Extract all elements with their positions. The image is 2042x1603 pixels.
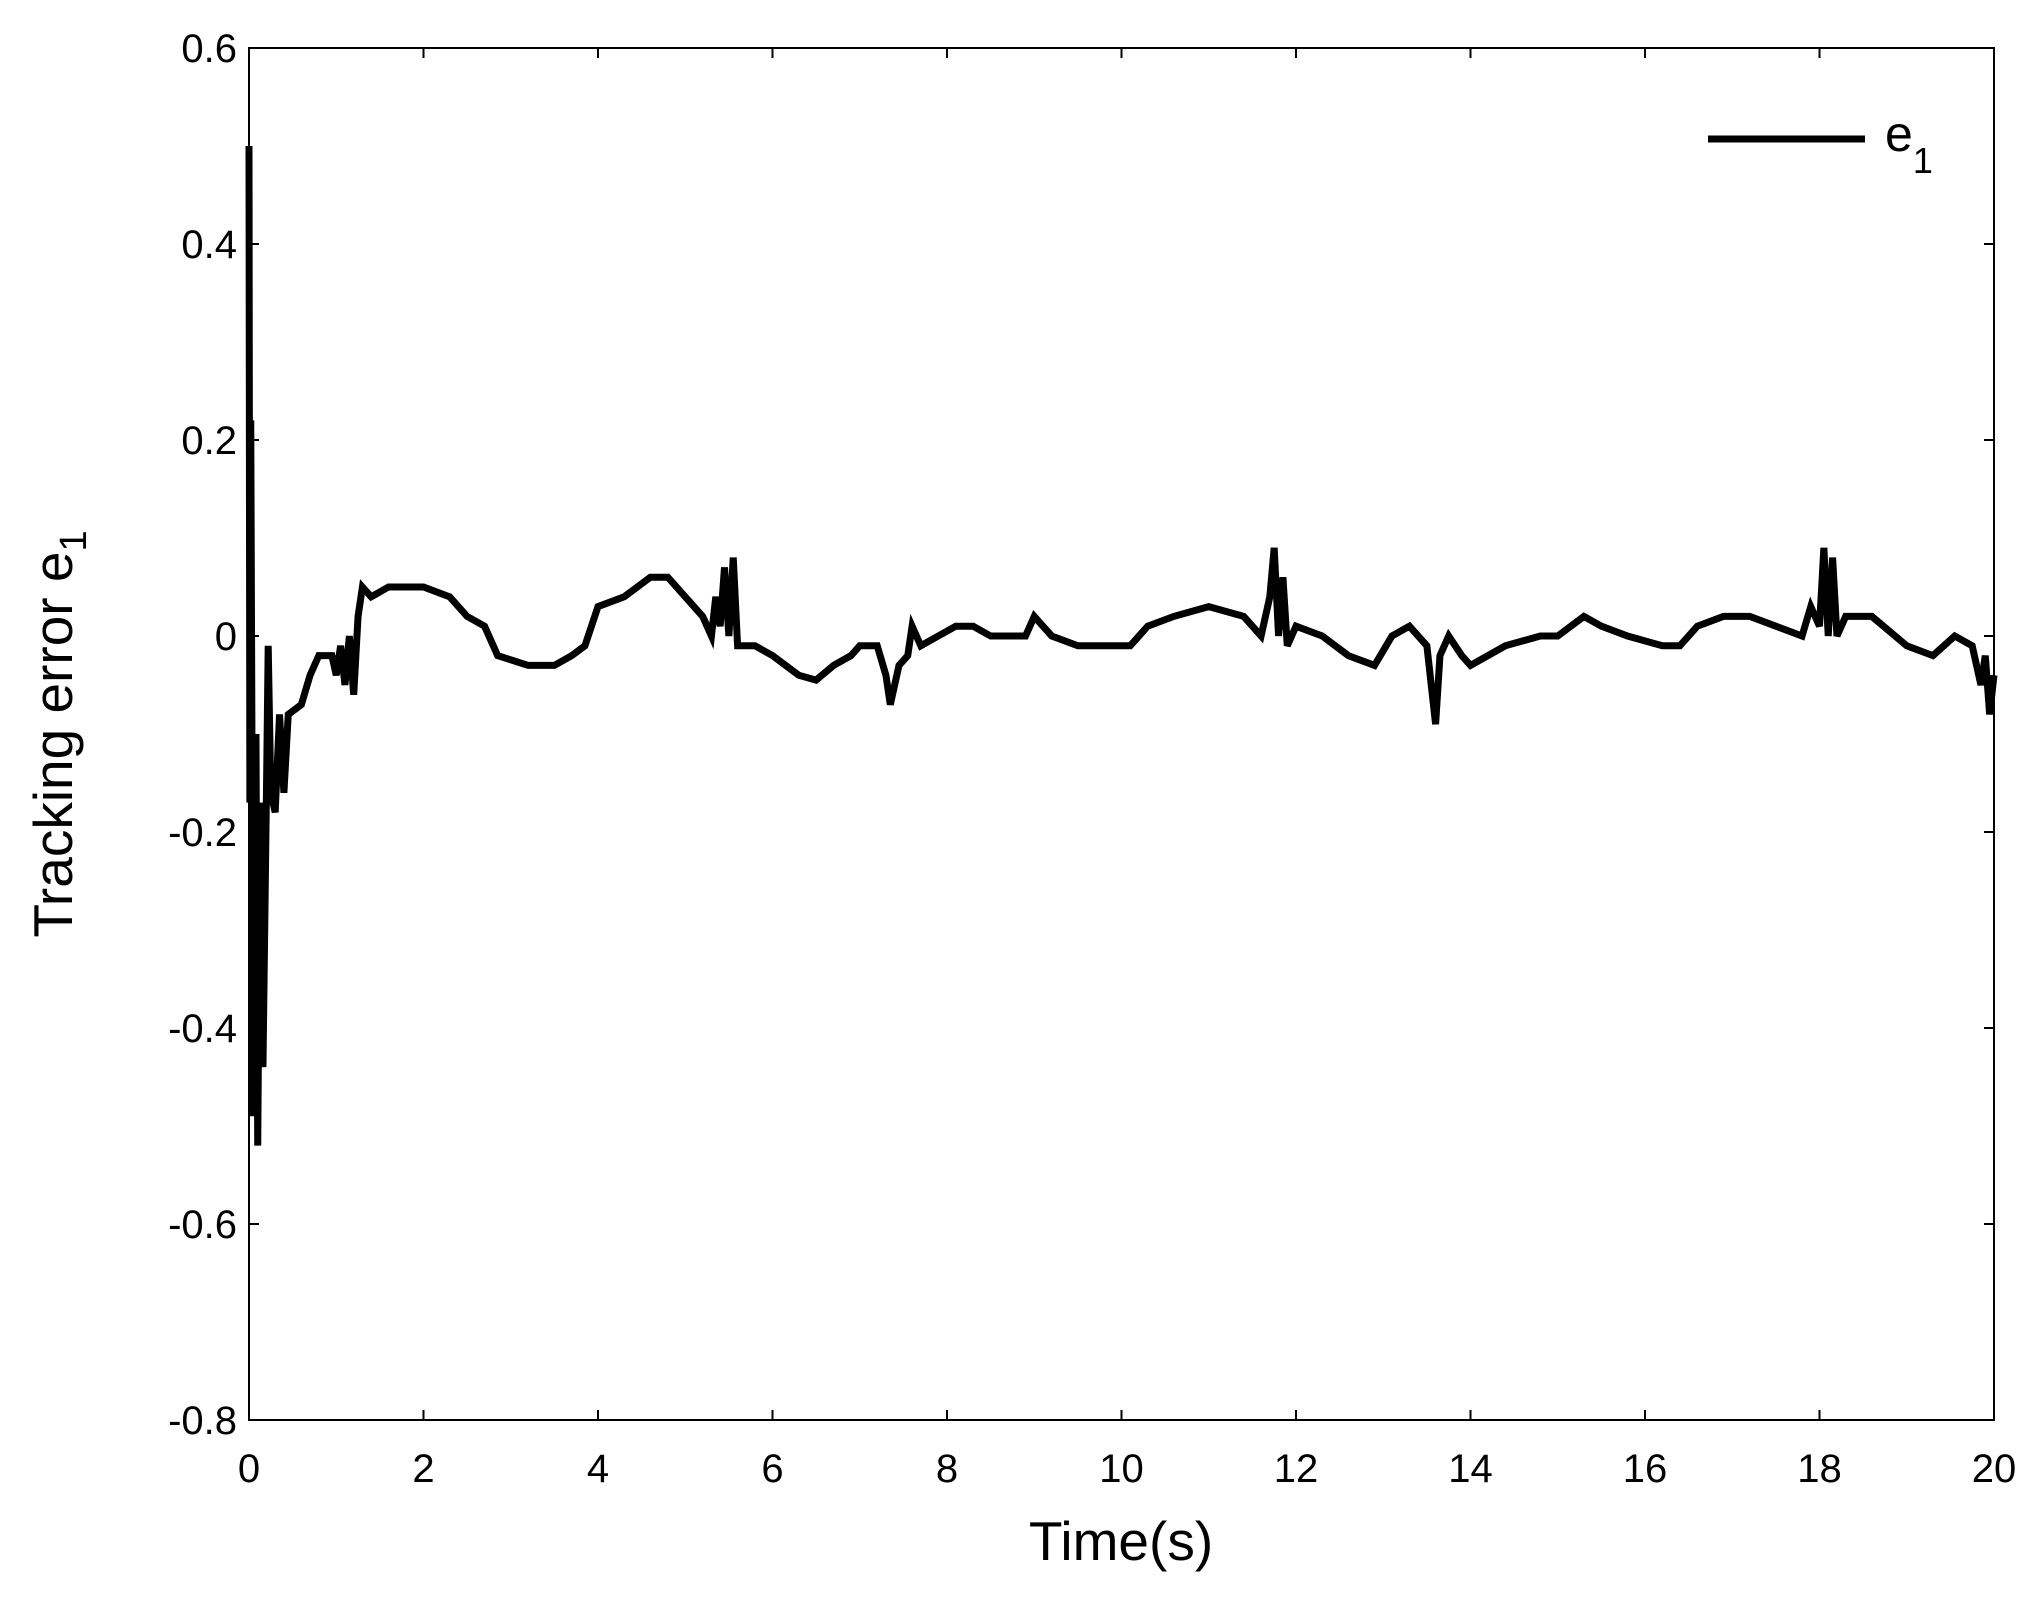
x-tick-label: 0 [238,1447,260,1491]
x-tick-label: 20 [1972,1447,2017,1491]
x-axis-label: Time(s) [1029,1510,1213,1572]
y-tick-label: 0.2 [181,419,237,463]
x-tick-label: 2 [412,1447,434,1491]
y-tick-label: 0.4 [181,223,237,267]
x-tick-label: 4 [587,1447,609,1491]
y-axis-label-text: Tracking error e [22,552,84,938]
y-tick-label: -0.8 [168,1399,237,1443]
y-tick-label: -0.6 [168,1203,237,1247]
data-line [245,145,1998,1146]
x-tick-label: 8 [936,1447,958,1491]
legend-label-text: e [1885,106,1913,162]
plot-frame [248,47,1995,1421]
y-tick-label: -0.2 [168,811,237,855]
x-tick-label: 14 [1448,1447,1493,1491]
y-axis-label: Tracking error e1 [22,530,95,937]
legend-label: e1 [1885,106,1933,181]
y-tick-label: 0.6 [181,27,237,71]
x-tick-label: 10 [1099,1447,1144,1491]
y-axis-label-subscript: 1 [53,530,95,551]
y-tick-label: 0 [215,615,237,659]
x-tick-label: 6 [761,1447,783,1491]
legend-label-subscript: 1 [1913,140,1933,181]
x-tick-label: 12 [1274,1447,1319,1491]
x-tick-label: 16 [1623,1447,1668,1491]
x-tick-label: 18 [1797,1447,1842,1491]
y-tick-label: -0.4 [168,1007,237,1051]
